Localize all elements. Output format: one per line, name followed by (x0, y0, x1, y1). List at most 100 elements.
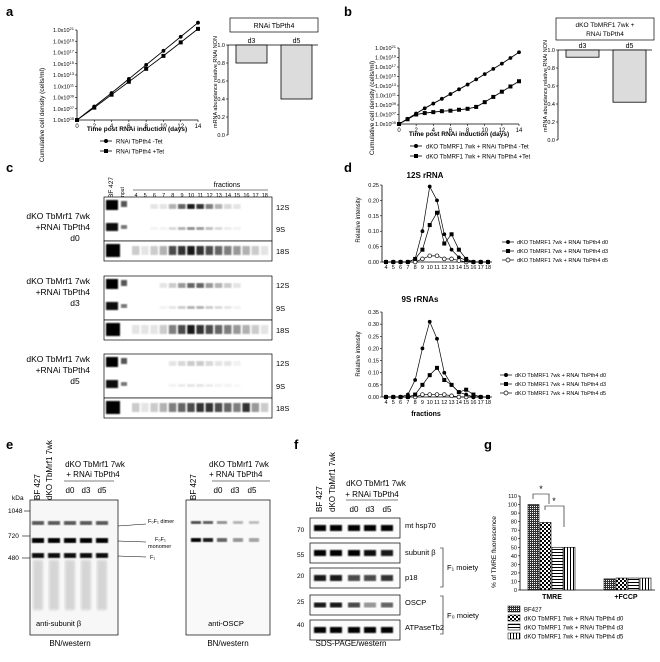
a-growth-xtick-1: 2 (93, 124, 97, 130)
c-band-18s-1-4 (168, 325, 177, 334)
d-9s-ytick-5: 0.25 (368, 334, 379, 340)
e-lane-dko-1: dKO TbMrf1 7wk (45, 439, 54, 500)
c-band-9s-2-9 (214, 384, 223, 387)
d-12s-xtick-13: 13 (449, 265, 455, 271)
c-band-9s-0-11 (233, 227, 241, 230)
d-12s-point-s0-13 (478, 260, 483, 264)
c-band-18s-2-11 (233, 403, 241, 412)
g-ytick-40: 40 (511, 554, 517, 560)
a-mrna-cat-d3: d3 (248, 38, 256, 45)
c-band-18s-0-11 (233, 246, 241, 255)
panel-e-bn-westerns: BF 427 dKO TbMrf1 7wk dKO TbMrf1 7wk + R… (8, 439, 271, 648)
c-band-18s-2-13 (251, 403, 260, 412)
g-ylabel: % of TMRE fluorescence (491, 516, 498, 588)
c-blot-label-d3-2: +RNAi TbPth4 (36, 287, 91, 297)
f-marker-25: 25 (297, 599, 305, 606)
e-day-d3-1: d3 (82, 486, 91, 495)
a-growth-ytick-5: 1.0x1011 (53, 82, 74, 90)
c-band-12s-2-7 (196, 361, 204, 366)
c-band-18s-1-11 (233, 325, 241, 334)
d-12s-xtick-10: 10 (427, 265, 433, 271)
c-band-12s-0-3 (159, 204, 168, 209)
e-day-d0-1: d0 (66, 486, 75, 495)
d-legend2-text-d5: dKO TbMRF1 7wk + RNAi TbPth4 d5 (515, 391, 606, 397)
d-9s-ytick-7: 0.35 (368, 310, 379, 316)
c-band-12s-1-10 (224, 283, 232, 288)
d-12s-point-s0-9 (449, 247, 454, 252)
b-growth-point-s0-7 (457, 87, 461, 92)
b-growth-point-s1-12 (499, 89, 504, 94)
c-band-12s-1-9 (214, 283, 223, 288)
c-blot-d0-upper (103, 196, 273, 242)
f-day-d3: d3 (366, 505, 375, 514)
b-legend-text-1: dKO TbMRF1 7wk + RNAi TbPth4 -Tet (426, 145, 529, 151)
b-growth-point-s1-2 (414, 112, 419, 117)
g-legend-swatch-d3 (507, 623, 521, 631)
g-ytick-80: 80 (511, 520, 517, 526)
c-band-input-9s-0 (121, 225, 127, 229)
c-fraction-6: 6 (153, 193, 156, 199)
c-band-18s-2-14 (260, 403, 269, 412)
b-mrna-ytick-1: 0.2 (547, 120, 555, 126)
a-growth-point-s0-5 (161, 48, 166, 53)
d-legend1-marker-d0 (506, 240, 510, 244)
c-blot-label-d5-3: d5 (70, 376, 80, 386)
e-group-line1-2: dKO TbMrf1 7wk (209, 460, 270, 469)
d-12s-point-s2-8 (442, 256, 447, 262)
d-legend1-text-d3: dKO TbMRF1 7wk + RNAi TbPth4 d3 (517, 249, 608, 255)
d-9s-point-s0-11 (464, 392, 469, 397)
c-band-18s-2-0 (132, 403, 140, 412)
c-band-9s-2-8 (205, 384, 214, 387)
c-band-12s-0-2 (150, 204, 158, 209)
f-lane-dko: dKO TbMrf1 7wk (328, 451, 337, 512)
panel-b-mrna-chart: dKO TbMRF1 7wk + RNAi TbPth4 0.0 0.2 0.4 0.… (543, 17, 655, 144)
f-method: SDS-PAGE/western (316, 639, 387, 648)
f-band-3-2 (348, 602, 360, 608)
d-12s-ytick-0: 0.00 (368, 260, 379, 266)
a-growth-series-line-1 (76, 28, 199, 121)
e-b1-monomer-0 (32, 538, 44, 543)
d-9s-point-s2-9 (449, 393, 454, 399)
d-9s-xtick-18: 18 (485, 400, 491, 406)
f-day-d5: d5 (383, 505, 392, 514)
c-band-9s-1-4 (168, 306, 177, 309)
c-band-label-9s-2: 9S (276, 304, 285, 313)
d-legend1-marker-d3 (506, 249, 510, 253)
b-legend-marker-2 (414, 154, 418, 158)
a-legend-marker-1 (104, 139, 108, 143)
d-12s-xtick-12: 12 (441, 265, 447, 271)
a-mrna-bar-d3 (235, 44, 268, 64)
d-12s-ytick-4: 0.20 (368, 198, 379, 204)
b-growth-ytick-3: 1.0x1015 (375, 73, 397, 81)
g-legend-text-d3: dKO TbMRF1 7wk + RNAi TbPth4 d3 (524, 626, 624, 632)
a-growth-ytick-4: 1.0x1013 (53, 71, 75, 79)
c-lane-bf: BF 427 (108, 177, 115, 198)
d-9s-title: 9S rRNAs (402, 295, 439, 304)
b-legend-text-2: dKO TbMRF1 7wk + RNAi TbPth4 +Tet (426, 155, 530, 161)
d-9s-ytick-2: 0.10 (368, 371, 379, 377)
g-ytick-10: 10 (511, 579, 517, 585)
c-band-18s-2-2 (150, 403, 158, 412)
b-growth-point-s0-11 (491, 67, 496, 71)
a-growth-ytick-7: 1.0x1007 (53, 105, 75, 113)
c-band-12s-0-6 (187, 204, 195, 209)
b-growth-xlabel: Time post RNAi induction (days) (409, 131, 509, 138)
c-band-18s-0-9 (214, 246, 223, 255)
g-group-fccp: +FCCP (614, 594, 637, 601)
c-band-18s-0-10 (224, 246, 232, 255)
b-mrna-bar-d5 (612, 49, 647, 103)
f-protein-beta: subunit β (405, 548, 436, 557)
d-12s-title: 12S rRNA (407, 171, 444, 180)
c-band-9s-1-8 (205, 306, 214, 309)
d-12s-point-s2-6 (427, 253, 432, 259)
d-9s-xtick-8: 8 (414, 400, 417, 406)
d-12s-xtick-17: 17 (478, 265, 484, 271)
c-band-label-12s-1: 12S (276, 203, 289, 212)
c-band-18s-1-1 (141, 325, 149, 334)
c-band-bf-18s-2 (106, 401, 120, 414)
c-blot-label-d0-1: dKO TbMrf1 7wk (26, 211, 90, 221)
e-lane-bf-1: BF 427 (33, 474, 42, 500)
g-legend-text-d5: dKO TbMRF1 7wk + RNAi TbPth4 d5 (524, 635, 624, 641)
e-b1-monomer-3 (80, 538, 92, 543)
d-12s-point-s2-9 (449, 256, 454, 262)
